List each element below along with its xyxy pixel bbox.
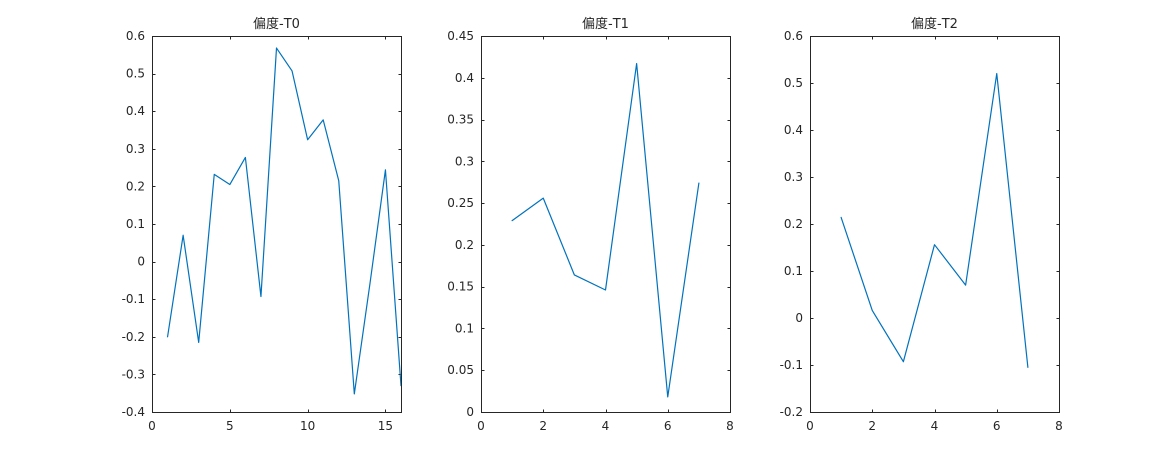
y-tick-label: 0.2 [784,217,803,231]
chart-title: 偏度-T1 [582,16,629,32]
y-tick-label: 0.1 [784,264,803,278]
y-tick-label: -0.2 [780,405,803,419]
x-tick-label: 0 [806,419,814,433]
x-tick-label: 10 [300,419,315,433]
y-tick-label: -0.1 [780,358,803,372]
y-tick-label: 0.4 [455,71,474,85]
x-tick-label: 8 [726,419,734,433]
y-tick-label: 0 [795,311,803,325]
series-line [840,72,1029,368]
x-tick-label: 0 [477,419,485,433]
x-tick-label: 2 [539,419,547,433]
axes-box [152,36,402,413]
y-tick-label: -0.4 [122,405,145,419]
y-tick-label: 0.1 [126,217,145,231]
y-tick-label: 0.3 [126,142,145,156]
x-tick-label: 6 [993,419,1001,433]
chart-panel-1: 0 2 4 6 8 0 0.05 0.1 0.15 0.2 0.25 0.3 0.35 0.4 0.45 偏度… [447,16,734,433]
axes-box [810,36,1060,413]
y-tick-label: 0.1 [455,321,474,335]
y-tick-label: 0.35 [447,113,474,127]
y-tick-label: 0.45 [447,29,474,43]
y-tick-label: 0.6 [784,29,803,43]
x-tick-label: 4 [931,419,939,433]
y-tick-label: 0.5 [126,67,145,81]
chart-title: 偏度-T2 [911,16,958,32]
y-tick-label: 0.25 [447,196,474,210]
x-tick-label: 8 [1055,419,1063,433]
y-tick-label: -0.2 [122,330,145,344]
y-tick-label: 0.4 [784,123,803,137]
x-tick-label: 6 [664,419,672,433]
axes-box [481,36,731,413]
x-tick-label: 2 [868,419,876,433]
x-tick-label: 5 [226,419,234,433]
y-tick-label: 0.4 [126,104,145,118]
y-tick-label: -0.3 [122,367,145,381]
series-line [511,62,700,398]
y-tick-label: 0.5 [784,76,803,90]
series-line [166,47,401,395]
y-tick-label: 0.3 [455,154,474,168]
y-tick-label: 0 [466,405,474,419]
x-tick-label: 4 [602,419,610,433]
y-tick-label: 0.15 [447,280,474,294]
chart-title: 偏度-T0 [253,16,300,32]
y-tick-label: 0.3 [784,170,803,184]
y-tick-label: 0.05 [447,363,474,377]
y-tick-label: 0.6 [126,29,145,43]
y-tick-label: 0 [137,255,145,269]
y-tick-label: 0.2 [455,238,474,252]
y-tick-label: -0.1 [122,292,145,306]
x-tick-label: 0 [148,419,156,433]
chart-panel-2: 0 2 4 6 8 -0.2 -0.1 0 0.1 0.2 0.3 0.4 0.5 0.6 偏度-T2 [780,16,1063,433]
x-tick-label: 15 [378,419,393,433]
chart-panel-0: 0 5 10 15 -0.4 -0.3 -0.2 -0.1 0 0.1 0.2 0.3 0.4 0.5 0.… [122,16,402,433]
y-tick-label: 0.2 [126,179,145,193]
